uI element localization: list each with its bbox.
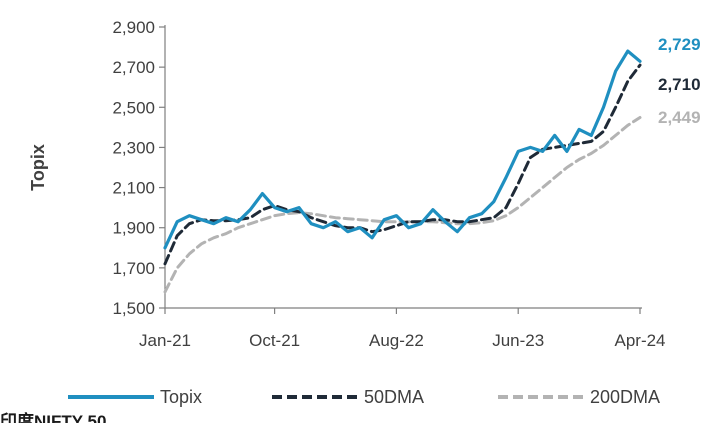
y-axis-label: Topix bbox=[28, 144, 48, 191]
y-tick-label: 2,500 bbox=[112, 98, 155, 117]
series-line-50dma bbox=[163, 63, 642, 266]
legend-label-200dma: 200DMA bbox=[590, 387, 660, 407]
x-tick-label: Oct-21 bbox=[249, 331, 300, 350]
series-group bbox=[163, 49, 642, 294]
end-label-topix: 2,729 bbox=[658, 35, 701, 54]
end-label-50dma: 2,710 bbox=[658, 75, 701, 94]
x-tick-label: Jan-21 bbox=[139, 331, 191, 350]
legend-label-50dma: 50DMA bbox=[364, 387, 424, 407]
x-tick-label: Apr-24 bbox=[614, 331, 665, 350]
legend-label-topix: Topix bbox=[160, 387, 202, 407]
y-axis: 1,500 1,700 1,900 2,100 2,300 2,500 2,700 2,900 bbox=[112, 18, 166, 318]
y-tick-label: 2,100 bbox=[112, 179, 155, 198]
y-tick-label: 2,900 bbox=[112, 18, 155, 37]
caption-text: 印度NIFTY 50 bbox=[0, 411, 106, 423]
y-tick-label: 1,900 bbox=[112, 219, 155, 238]
series-line-200dma bbox=[163, 116, 642, 294]
x-axis: Jan-21 Oct-21 Aug-22 Jun-23 Apr-24 bbox=[139, 307, 666, 350]
x-tick-label: Aug-22 bbox=[369, 331, 424, 350]
y-tick-label: 1,700 bbox=[112, 259, 155, 278]
end-label-200dma: 2,449 bbox=[658, 108, 701, 127]
y-tick-label: 1,500 bbox=[112, 299, 155, 318]
legend: Topix 50DMA 200DMA bbox=[68, 387, 660, 407]
series-line-topix bbox=[163, 49, 642, 250]
y-tick-label: 2,300 bbox=[112, 138, 155, 157]
end-labels: 2,729 2,710 2,449 bbox=[658, 35, 701, 127]
y-tick-label: 2,700 bbox=[112, 58, 155, 77]
x-tick-label: Jun-23 bbox=[492, 331, 544, 350]
